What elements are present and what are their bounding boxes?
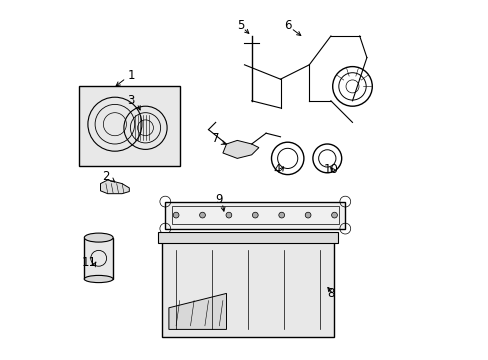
Circle shape <box>305 212 310 218</box>
Text: 7: 7 <box>211 132 219 145</box>
Bar <box>79 86 179 166</box>
Circle shape <box>331 212 337 218</box>
Text: 3: 3 <box>127 94 135 107</box>
Circle shape <box>225 212 231 218</box>
Text: 1: 1 <box>127 69 135 82</box>
Text: 2: 2 <box>102 170 109 183</box>
Circle shape <box>173 212 179 218</box>
Text: 9: 9 <box>215 193 223 206</box>
Circle shape <box>252 212 258 218</box>
Polygon shape <box>223 140 258 158</box>
Polygon shape <box>168 293 226 329</box>
Bar <box>171 206 338 224</box>
Text: 8: 8 <box>326 287 334 300</box>
Ellipse shape <box>84 275 113 283</box>
Text: 6: 6 <box>284 19 291 32</box>
Bar <box>165 202 345 229</box>
Circle shape <box>278 212 284 218</box>
Bar <box>84 238 113 279</box>
Text: 11: 11 <box>81 256 96 269</box>
Polygon shape <box>101 180 129 194</box>
Bar <box>158 232 337 243</box>
Circle shape <box>199 212 205 218</box>
Text: 4: 4 <box>273 163 280 176</box>
Text: 5: 5 <box>237 19 244 32</box>
Bar <box>162 236 334 337</box>
Ellipse shape <box>84 233 113 242</box>
Text: 10: 10 <box>323 163 338 176</box>
